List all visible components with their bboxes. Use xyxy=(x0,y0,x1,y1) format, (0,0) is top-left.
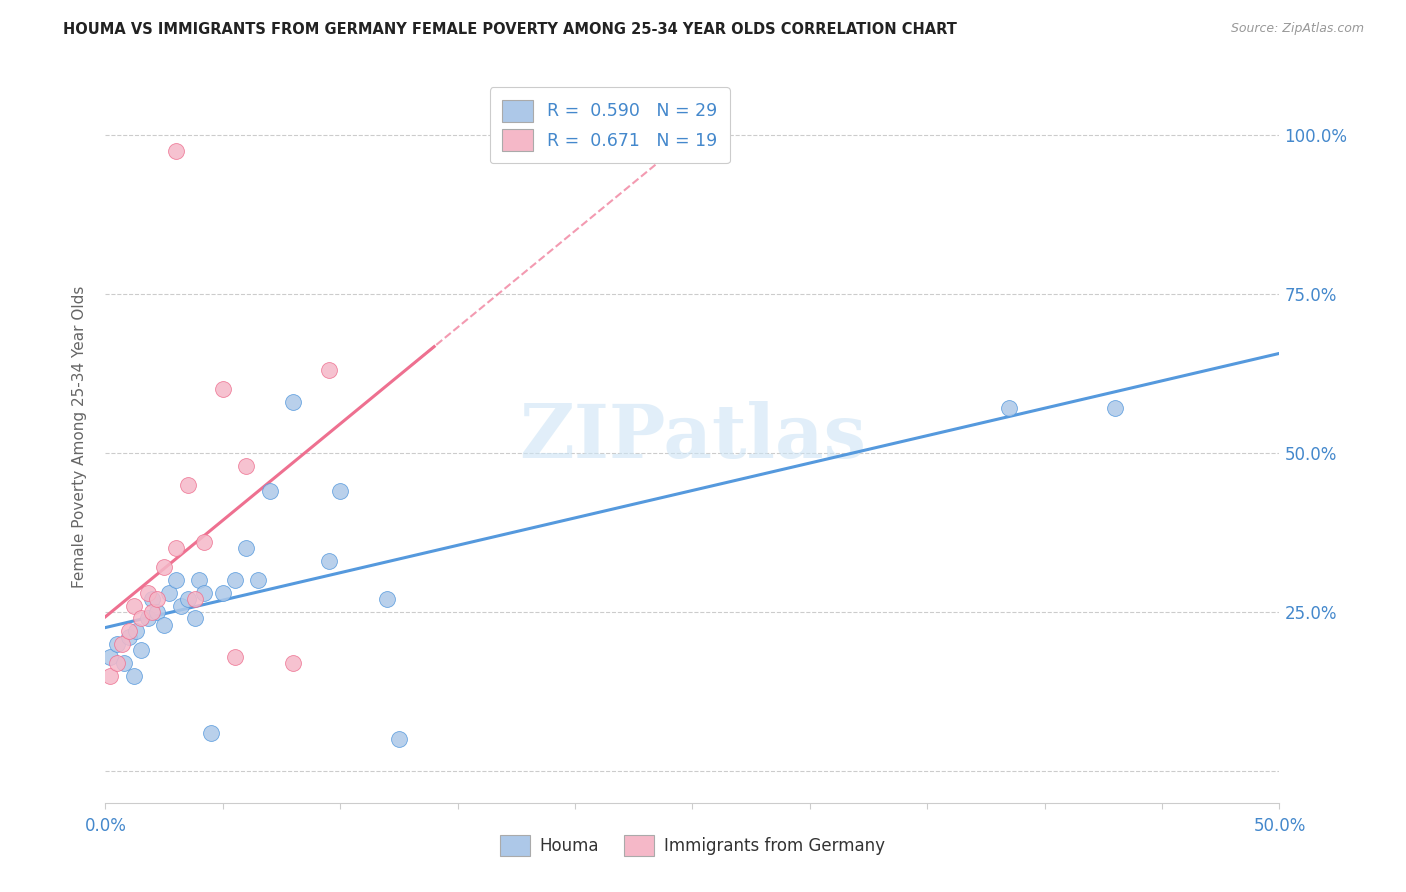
Point xyxy=(318,554,340,568)
Point xyxy=(118,624,141,638)
Point xyxy=(129,611,152,625)
Point xyxy=(125,624,148,638)
Point xyxy=(247,573,270,587)
Point xyxy=(157,586,180,600)
Y-axis label: Female Poverty Among 25-34 Year Olds: Female Poverty Among 25-34 Year Olds xyxy=(72,286,87,588)
Point xyxy=(98,668,121,682)
Point xyxy=(388,732,411,747)
Point xyxy=(141,592,163,607)
Point xyxy=(112,656,135,670)
Point xyxy=(318,363,340,377)
Text: Source: ZipAtlas.com: Source: ZipAtlas.com xyxy=(1230,22,1364,36)
Point xyxy=(165,573,187,587)
Point xyxy=(235,541,257,556)
Point xyxy=(200,726,222,740)
Point xyxy=(235,458,257,473)
Point xyxy=(165,541,187,556)
Point xyxy=(122,668,145,682)
Point xyxy=(129,643,152,657)
Text: HOUMA VS IMMIGRANTS FROM GERMANY FEMALE POVERTY AMONG 25-34 YEAR OLDS CORRELATIO: HOUMA VS IMMIGRANTS FROM GERMANY FEMALE … xyxy=(63,22,957,37)
Point xyxy=(136,611,159,625)
Point xyxy=(998,401,1021,416)
Point xyxy=(188,573,211,587)
Point xyxy=(211,383,233,397)
Point xyxy=(224,573,246,587)
Point xyxy=(283,656,305,670)
Point xyxy=(193,586,215,600)
Point xyxy=(105,637,128,651)
Point xyxy=(153,617,176,632)
Text: ZIPatlas: ZIPatlas xyxy=(519,401,866,474)
Point xyxy=(1104,401,1126,416)
Point xyxy=(259,484,281,499)
Point xyxy=(375,592,398,607)
Point xyxy=(165,144,187,158)
Point xyxy=(176,592,198,607)
Point xyxy=(141,605,163,619)
Point xyxy=(146,592,169,607)
Point xyxy=(136,586,159,600)
Point xyxy=(111,637,134,651)
Point xyxy=(118,631,141,645)
Point xyxy=(122,599,145,613)
Point xyxy=(176,477,198,491)
Legend: Houma, Immigrants from Germany: Houma, Immigrants from Germany xyxy=(488,822,897,868)
Point xyxy=(329,484,352,499)
Point xyxy=(211,586,233,600)
Point xyxy=(153,560,176,574)
Point xyxy=(193,535,215,549)
Point xyxy=(183,611,205,625)
Point xyxy=(146,605,169,619)
Point xyxy=(183,592,205,607)
Point xyxy=(105,656,128,670)
Point xyxy=(169,599,191,613)
Point xyxy=(98,649,121,664)
Point xyxy=(224,649,246,664)
Point xyxy=(283,395,305,409)
